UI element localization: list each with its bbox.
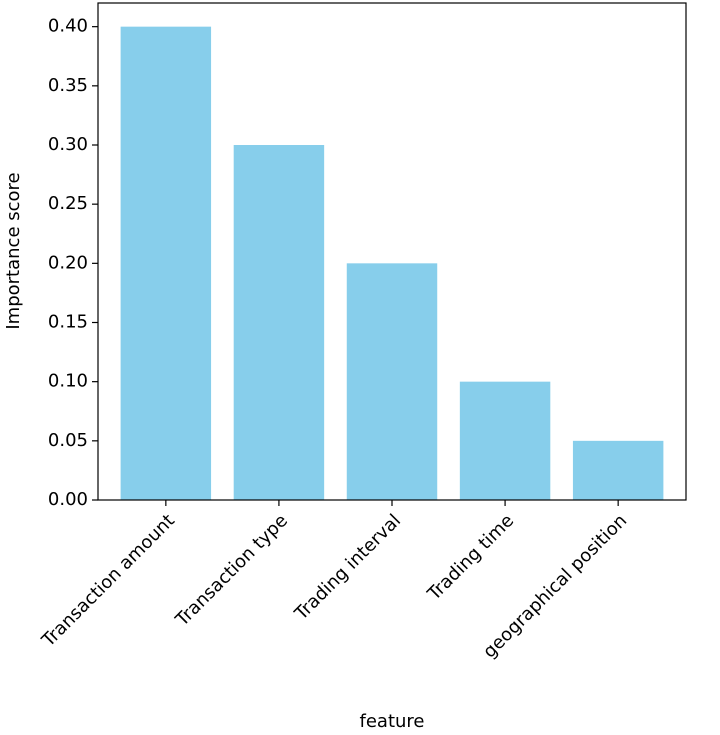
y-tick-label: 0.10 xyxy=(48,371,88,392)
x-tick-label: Trading time xyxy=(423,510,518,605)
bar xyxy=(120,26,212,501)
y-tick-label: 0.35 xyxy=(48,75,88,96)
x-axis-label: feature xyxy=(360,711,425,732)
y-tick-label: 0.40 xyxy=(48,16,88,37)
y-tick-label: 0.00 xyxy=(48,489,88,510)
x-tick-label: Transaction type xyxy=(171,510,292,631)
plot-frame xyxy=(97,2,687,501)
y-tick-label: 0.25 xyxy=(48,193,88,214)
bar xyxy=(572,440,664,500)
y-tick-label: 0.05 xyxy=(48,430,88,451)
bar xyxy=(459,381,551,500)
y-tick-label: 0.30 xyxy=(48,134,88,155)
bar xyxy=(233,145,325,500)
bar xyxy=(346,263,438,500)
y-tick-label: 0.20 xyxy=(48,252,88,273)
x-tick-label: Transaction amount xyxy=(37,510,179,652)
y-tick-label: 0.15 xyxy=(48,312,88,333)
x-tick-label: Trading interval xyxy=(290,510,405,625)
y-axis-label: Importance score xyxy=(3,172,24,329)
